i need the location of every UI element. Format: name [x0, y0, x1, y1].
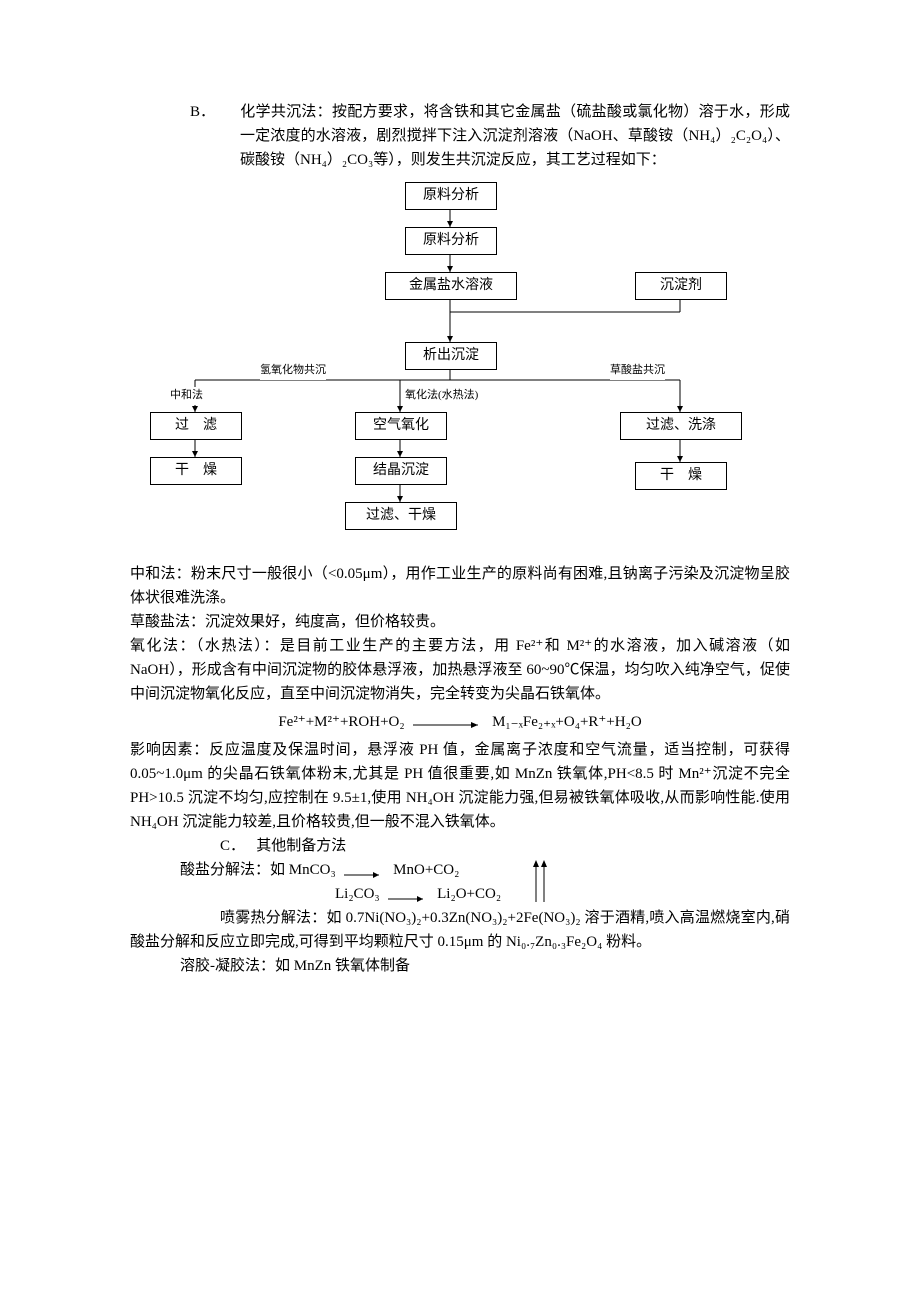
arrow-up-icon: [530, 858, 550, 906]
fc-label-oxid: 氧化法(水热法): [405, 387, 478, 405]
acid-l1l: MnCO₃: [289, 862, 336, 878]
fc-node-filter1: 过 滤: [150, 412, 242, 440]
acid-l1r: MnO+CO₂: [393, 862, 459, 878]
fc-label-neutral: 中和法: [170, 387, 203, 405]
section-b-label: B．: [190, 100, 240, 124]
acid-line2: Li₂CO₃ Li₂O+CO₂: [130, 882, 790, 906]
eq1-left: Fe²⁺+M²⁺+ROH+O₂: [278, 714, 404, 730]
para-solgel: 溶胶-凝胶法：如 MnZn 铁氧体制备: [130, 954, 790, 978]
acid-line1: 酸盐分解法：如 MnCO₃ MnO+CO₂: [130, 858, 790, 882]
fc-node-filtdry: 过滤、干燥: [345, 502, 457, 530]
fc-node-solution: 金属盐水溶液: [385, 272, 517, 300]
fc-node-raw2: 原料分析: [405, 227, 497, 255]
para-factors: 影响因素：反应温度及保温时间，悬浮液 PH 值，金属离子浓度和空气流量，适当控制…: [130, 738, 790, 834]
arrow-right-icon: [383, 888, 433, 902]
fc-node-dry1: 干 燥: [150, 457, 242, 485]
section-c-title: 其他制备方法: [256, 838, 346, 854]
section-c: C． 其他制备方法: [130, 834, 790, 858]
fc-node-out: 析出沉淀: [405, 342, 497, 370]
acid-decomp: 酸盐分解法：如 MnCO₃ MnO+CO₂ Li₂CO₃ Li₂O+CO₂: [130, 858, 790, 906]
arrow-right-icon: [408, 718, 488, 728]
section-c-label: C．: [220, 838, 245, 854]
acid-l2l: Li₂CO₃: [335, 886, 380, 902]
fc-label-hydrox: 氢氧化物共沉: [260, 362, 326, 380]
acid-prefix: 酸盐分解法：如: [180, 862, 289, 878]
section-b-text: 化学共沉法：按配方要求，将含铁和其它金属盐（硫盐酸或氯化物）溶于水，形成一定浓度…: [240, 104, 790, 168]
arrow-right-icon: [339, 864, 389, 878]
acid-l2r: Li₂O+CO₂: [437, 886, 501, 902]
fc-node-raw1: 原料分析: [405, 182, 497, 210]
flowchart: 原料分析 原料分析 金属盐水溶液 沉淀剂 析出沉淀 过 滤 空气氧化 过滤、洗涤…: [130, 182, 790, 552]
fc-node-filtwash: 过滤、洗涤: [620, 412, 742, 440]
eq1-right: M₁₋ₓFe₂₊ₓ+O₄+R⁺+H₂O: [492, 714, 642, 730]
fc-node-airox: 空气氧化: [355, 412, 447, 440]
para-neutral: 中和法：粉末尺寸一般很小（<0.05μm），用作工业生产的原料尚有困难,且钠离子…: [130, 562, 790, 610]
section-b: B．化学共沉法：按配方要求，将含铁和其它金属盐（硫盐酸或氯化物）溶于水，形成一定…: [130, 100, 790, 172]
fc-label-oxalate: 草酸盐共沉: [610, 362, 665, 380]
fc-node-precip: 沉淀剂: [635, 272, 727, 300]
para-oxidation: 氧化法：（水热法）：是目前工业生产的主要方法，用 Fe²⁺和 M²⁺的水溶液，加…: [130, 634, 790, 706]
para-oxalate: 草酸盐法：沉淀效果好，纯度高，但价格较贵。: [130, 610, 790, 634]
fc-node-cryst: 结晶沉淀: [355, 457, 447, 485]
para-spray: 喷雾热分解法：如 0.7Ni(NO₃)₂+0.3Zn(NO₃)₂+2Fe(NO₃…: [130, 906, 790, 954]
fc-node-dry2: 干 燥: [635, 462, 727, 490]
equation-1: Fe²⁺+M²⁺+ROH+O₂ M₁₋ₓFe₂₊ₓ+O₄+R⁺+H₂O: [130, 710, 790, 734]
